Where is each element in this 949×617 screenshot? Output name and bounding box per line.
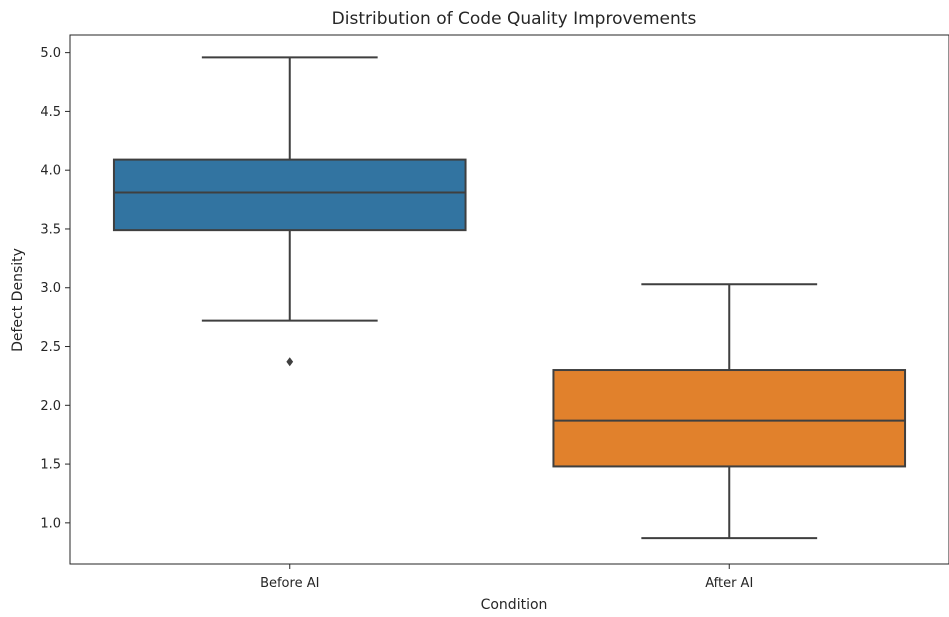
x-tick-label: Before AI — [260, 576, 319, 591]
y-tick-label: 3.5 — [40, 222, 61, 237]
y-tick-label: 1.5 — [40, 458, 61, 473]
y-tick-label: 4.0 — [40, 164, 61, 179]
box-body — [552, 369, 907, 468]
y-tick-label: 1.0 — [40, 516, 61, 531]
boxes-layer — [112, 56, 907, 540]
y-axis: 1.0 1.5 2.0 2.5 3.0 3.5 4.0 4.5 5.0 — [40, 46, 70, 531]
y-tick-label: 3.0 — [40, 281, 61, 296]
x-axis-label: Condition — [481, 597, 548, 613]
y-tick-label: 5.0 — [40, 46, 61, 61]
y-tick-label: 2.5 — [40, 340, 61, 355]
box-after-ai — [552, 283, 907, 540]
plot-frame — [69, 34, 949, 565]
x-axis: Before AI After AI — [260, 564, 753, 591]
y-tick-label: 2.0 — [40, 399, 61, 414]
box-before-ai — [112, 56, 467, 367]
x-tick-label: After AI — [705, 576, 753, 591]
box-body — [112, 158, 467, 232]
chart-title: Distribution of Code Quality Improvement… — [332, 9, 697, 29]
y-axis-label: Defect Density — [10, 248, 26, 352]
y-tick-label: 4.5 — [40, 105, 61, 120]
outlier-point — [286, 357, 294, 367]
